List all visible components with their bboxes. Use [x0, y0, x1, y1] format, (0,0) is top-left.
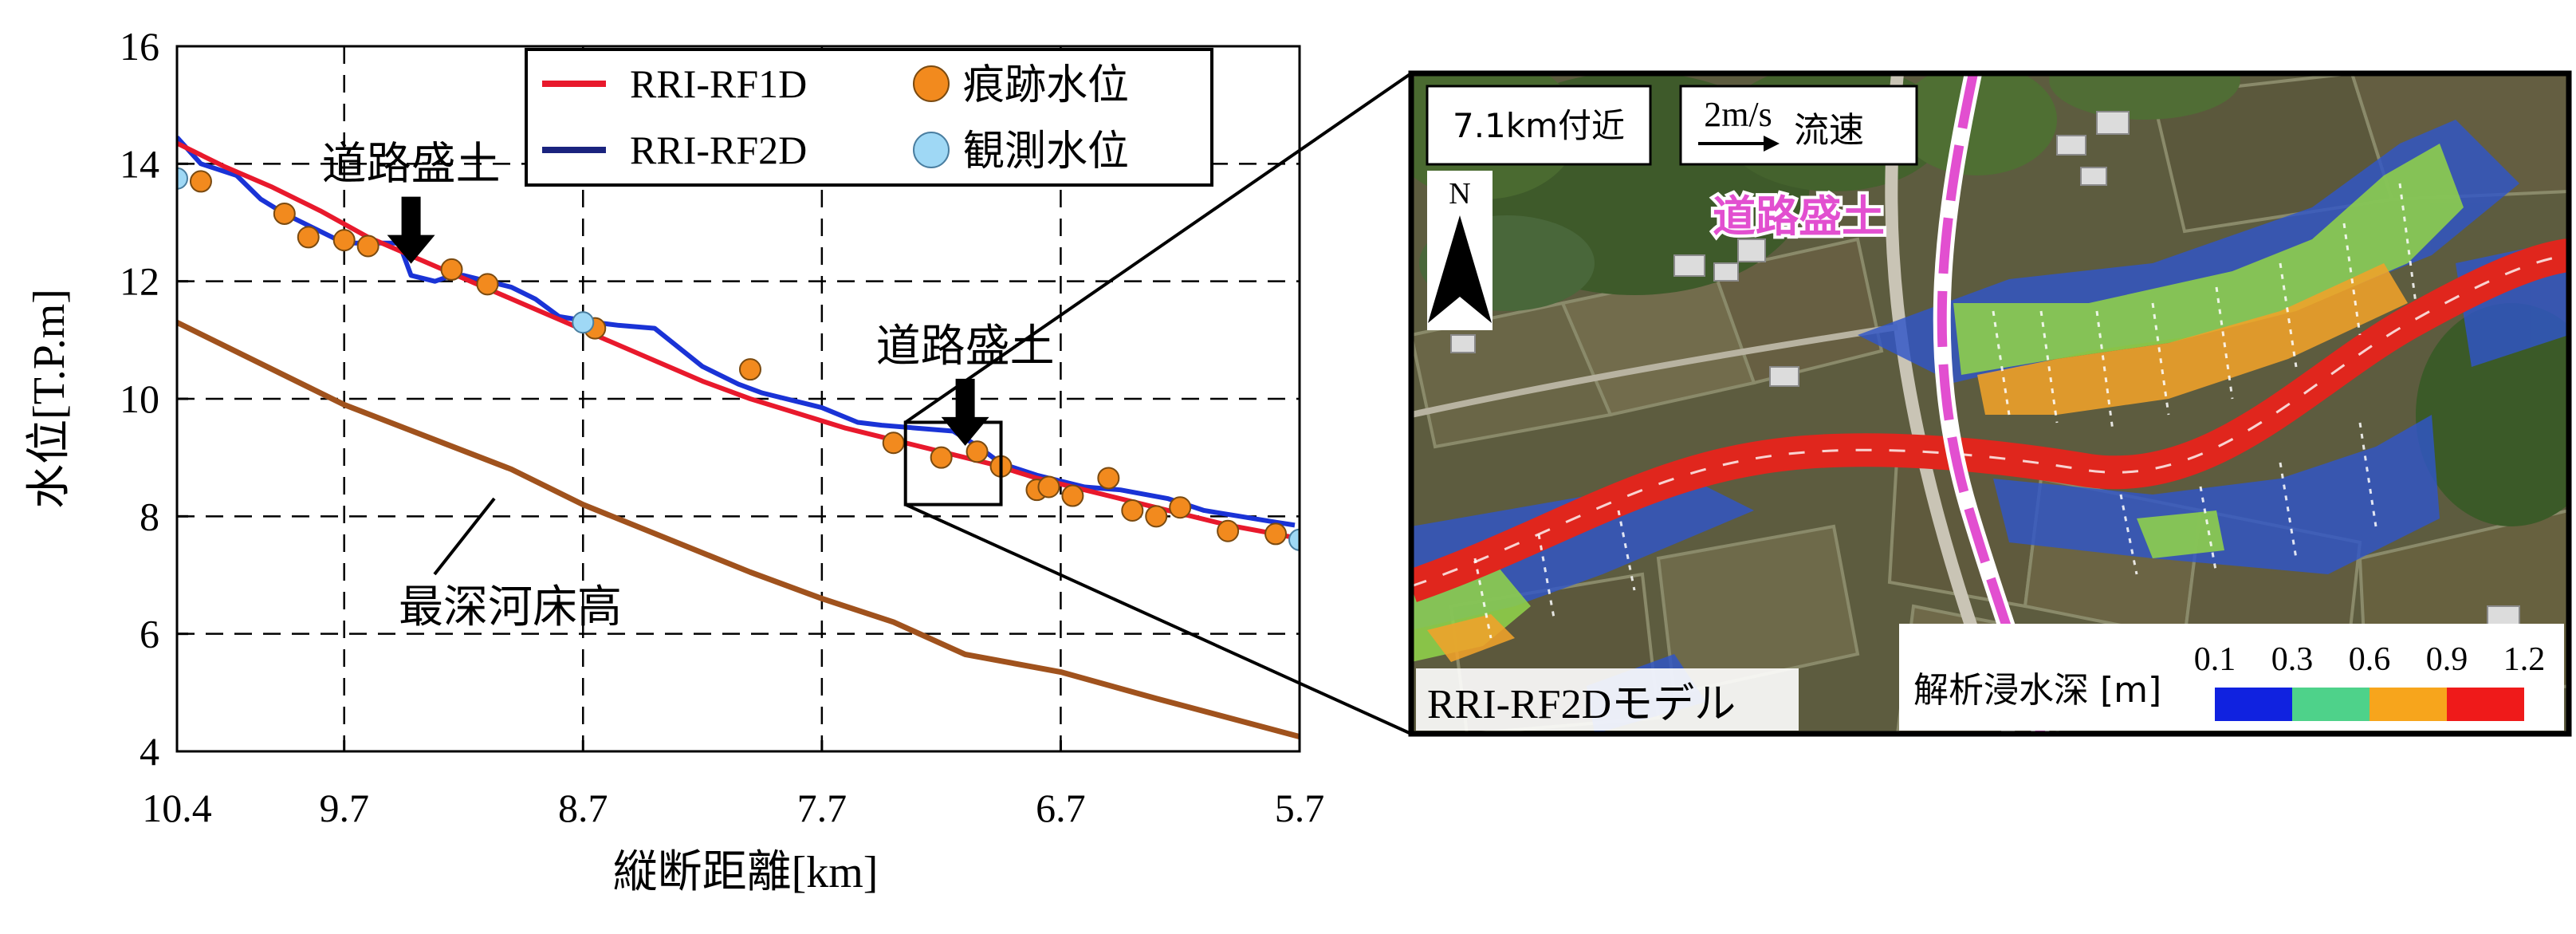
legend: RRI-RF1D RRI-RF2D 痕跡水位 観測水位: [525, 48, 1213, 187]
trace-point: [476, 273, 499, 296]
flow-vectors: [1473, 183, 2417, 639]
trace-point: [930, 446, 953, 469]
trace-point: [882, 432, 905, 455]
annotation-embankment1-arrow-icon: [387, 196, 435, 264]
map-frame: [1408, 70, 2572, 737]
velocity-legend-box: [1679, 85, 1918, 166]
legend-label-observed: 観測水位: [963, 128, 1129, 175]
trace-point: [1097, 467, 1120, 490]
model-label-box: [1416, 668, 1799, 731]
series-layer: [177, 136, 1300, 739]
series-line-4: [177, 320, 1300, 739]
trace-point: [1264, 522, 1288, 546]
legend-label-rf2d: RRI-RF2D: [630, 128, 807, 172]
depth-legend-tick: 0.1: [2194, 641, 2236, 678]
y-axis-label: 水位[T.P.m]: [25, 289, 74, 509]
trace-point: [1145, 505, 1168, 528]
legend-label-rf1d: RRI-RF1D: [630, 61, 807, 106]
annotation-embankment2-arrow-icon: [941, 378, 989, 446]
y-tick-label: 6: [140, 612, 159, 656]
buildings: [1450, 111, 2520, 631]
north-label: N: [1449, 177, 1470, 211]
x-tick-label: 9.7: [319, 786, 369, 830]
annotation-embankment2-label: 道路盛土: [876, 321, 1055, 372]
depth-legend-swatch: [2447, 688, 2524, 721]
north-arrow-icon: [1428, 215, 1492, 323]
x-tick-label: 5.7: [1275, 786, 1325, 830]
legend-box: [525, 48, 1213, 187]
trace-point: [1217, 519, 1240, 542]
annotation-bed-label: 最深河床高: [399, 581, 622, 633]
model-label: RRI-RF2Dモデル: [1427, 682, 1736, 727]
trace-point: [1121, 499, 1144, 522]
trace-point: [1061, 484, 1084, 507]
x-axis-label: 縦断距離[km]: [613, 848, 879, 897]
trace-point: [273, 202, 296, 225]
x-ticks: 10.4 9.7 8.7 7.7 6.7 5.7: [142, 740, 1324, 830]
observed-point: [1288, 528, 1300, 551]
trace-point: [1037, 475, 1060, 499]
x-tick-label: 8.7: [558, 786, 608, 830]
depth-legend-tick: 1.2: [2503, 641, 2546, 678]
zoom-connector-bottom: [904, 502, 1412, 735]
y-tick-label: 10: [120, 376, 159, 421]
depth-legend-swatch: [2370, 688, 2447, 721]
velocity-value: 2m/s: [1704, 95, 1772, 134]
trace-point: [189, 170, 212, 193]
trace-point: [966, 440, 989, 463]
water-level-chart: 10.4 9.7 8.7 7.7 6.7 5.7 4 6 8 10 12 14 16 縦断距離[km]…: [25, 24, 1413, 897]
y-tick-label: 8: [140, 494, 159, 538]
annotation-bed-leader: [433, 497, 496, 576]
y-tick-label: 4: [140, 729, 159, 774]
depth-legend-swatch: [2215, 688, 2292, 721]
zoom-connector-top: [904, 72, 1413, 424]
embankment-label: 道路盛土: [1713, 191, 1885, 242]
inundation-map-panel: 7.1km付近 2m/s 流速 N 道路盛土 RRI-RF2Dモデル 解析浸水深…: [1408, 70, 2572, 737]
trace-point: [440, 258, 463, 281]
depth-legend-title: 解析浸水深 [m]: [1913, 670, 2161, 711]
trace-point: [738, 358, 761, 381]
y-tick-label: 12: [120, 259, 159, 304]
annotation-embankment1-label: 道路盛土: [322, 139, 501, 191]
velocity-label: 流速: [1794, 110, 1864, 151]
legend-swatch-trace: [913, 65, 950, 102]
legend-label-trace: 痕跡水位: [963, 61, 1129, 109]
legend-swatch-observed: [913, 132, 950, 168]
x-tick-label: 6.7: [1036, 786, 1086, 830]
zoom-box: [903, 420, 1003, 506]
y-ticks: 4 6 8 10 12 14 16: [120, 24, 188, 774]
y-tick-label: 16: [120, 24, 159, 69]
inundation-deep: [1427, 263, 2408, 662]
location-label: 7.1km付近: [1453, 106, 1625, 145]
trace-point: [1169, 496, 1192, 519]
y-tick-label: 14: [120, 141, 159, 186]
depth-legend-tick: 0.3: [2271, 641, 2314, 678]
trace-point: [356, 234, 380, 258]
location-label-box: [1426, 85, 1652, 166]
depth-legend-tick: 0.6: [2349, 641, 2391, 678]
depth-legend-swatch: [2292, 688, 2370, 721]
x-tick-label: 7.7: [797, 786, 848, 830]
x-tick-label: 10.4: [142, 786, 212, 830]
velocity-arrow-icon: [1764, 136, 1780, 152]
depth-legend-tick: 0.9: [2426, 641, 2468, 678]
trace-point: [332, 229, 356, 252]
observed-point: [572, 311, 595, 334]
depth-legend-scale: 0.1 0.3 0.6 0.9 1.2: [2194, 641, 2546, 721]
road-secondary: [1411, 324, 1898, 418]
observed-point: [177, 167, 188, 190]
flow-vectors-channel: [1411, 254, 2569, 588]
trace-point: [297, 226, 320, 249]
